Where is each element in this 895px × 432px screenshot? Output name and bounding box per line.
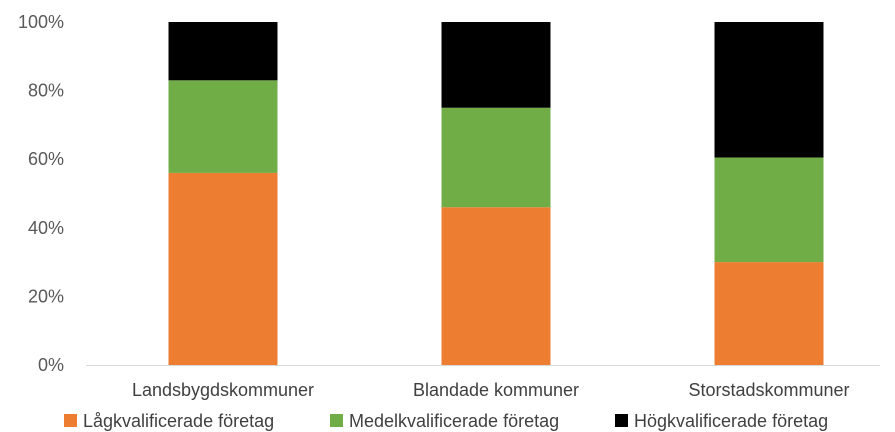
bar-stack	[168, 22, 278, 365]
legend-swatch	[64, 414, 77, 427]
legend-swatch	[615, 414, 628, 427]
y-tick-label: 80%	[28, 81, 64, 101]
y-tick-label: 0%	[38, 355, 64, 375]
bar-segment	[441, 22, 551, 108]
legend-label: Lågkvalificerade företag	[83, 411, 274, 431]
x-axis: Landsbygdskommuner Blandade kommuner Stors…	[86, 365, 880, 400]
legend-label: Medelkvalificerade företag	[349, 411, 559, 431]
bar-stack	[441, 22, 551, 365]
legend-label: Högkvalificerade företag	[634, 411, 828, 431]
legend-entry: Medelkvalificerade företag	[330, 411, 559, 431]
legend-entry: Lågkvalificerade företag	[64, 411, 274, 431]
bar-segment	[441, 207, 551, 365]
y-tick-label: 60%	[28, 149, 64, 169]
bar-segment	[168, 22, 278, 81]
bar-segment	[168, 80, 278, 173]
bar-segment	[441, 107, 551, 208]
y-tick-label: 40%	[28, 218, 64, 238]
bar-stacks	[168, 22, 824, 365]
bar-stack	[714, 22, 824, 365]
legend: Lågkvalificerade företag Medelkvalificera…	[64, 411, 828, 431]
legend-swatch	[330, 414, 343, 427]
x-category-label: Storstadskommuner	[688, 380, 849, 400]
bar-segment	[714, 22, 824, 158]
x-category-label: Landsbygdskommuner	[132, 380, 314, 400]
bar-segment	[168, 172, 278, 365]
x-category-label: Blandade kommuner	[413, 380, 579, 400]
bar-segment	[714, 157, 824, 263]
y-tick-label: 20%	[28, 286, 64, 306]
bar-segment	[714, 262, 824, 365]
y-axis: 0% 20% 40% 60% 80% 100%	[18, 12, 64, 375]
y-tick-label: 100%	[18, 12, 64, 32]
legend-entry: Högkvalificerade företag	[615, 411, 828, 431]
